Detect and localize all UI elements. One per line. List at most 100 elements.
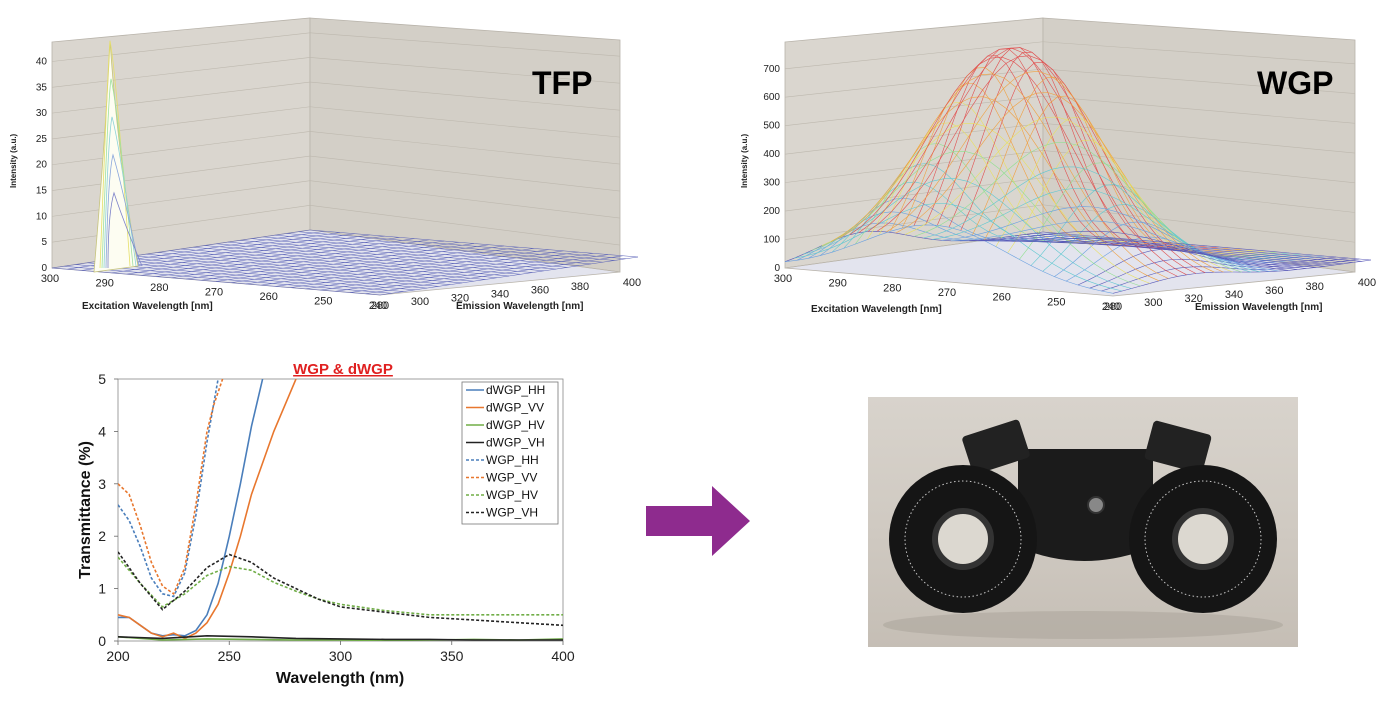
wgp-mesh-line xyxy=(784,224,1114,294)
tfp-z-tick-label: 20 xyxy=(36,160,48,171)
tfp-z-tick-label: 0 xyxy=(41,263,47,274)
x-tick-label: 400 xyxy=(551,648,575,664)
series-line-WGP_HH xyxy=(118,379,219,598)
x-tick-label: 350 xyxy=(440,648,464,664)
x-tick-label: 300 xyxy=(329,648,353,664)
wgp-y-tick-label: 300 xyxy=(1144,297,1162,309)
x-tick-label: 250 xyxy=(218,648,242,664)
tfp-x-ticks: 300 290 280 270 260 250 240 xyxy=(41,273,387,312)
wgp-mesh-line xyxy=(996,237,1325,267)
wgp-z-tick-label: 500 xyxy=(763,121,780,132)
wgp-surface-mesh xyxy=(784,47,1372,294)
wgp-y-tick-label: 340 xyxy=(1225,289,1243,301)
wgp-y-tick-label: 360 xyxy=(1265,285,1283,297)
wgp-x-tick-label: 300 xyxy=(774,273,792,285)
tfp-mesh-line xyxy=(216,243,545,272)
tfp-grid-line xyxy=(51,57,311,88)
series-line-WGP_VH xyxy=(118,551,563,627)
tfp-x-tick-label: 290 xyxy=(95,278,113,290)
y-tick-label: 2 xyxy=(98,528,106,544)
legend-label-WGP_HV: WGP_HV xyxy=(486,488,538,502)
wgp-z-tick-label: 200 xyxy=(763,206,780,217)
wgp-grid-line xyxy=(1042,41,1356,65)
right-dial-aperture xyxy=(1172,508,1234,570)
wgp-z-tick-label: 700 xyxy=(763,64,780,75)
tfp-mesh-line xyxy=(286,233,615,261)
tfp-grid-line xyxy=(51,106,311,140)
legend-label-WGP_HH: WGP_HH xyxy=(486,453,539,467)
wgp-wall-grid xyxy=(784,41,1356,273)
wgp-x-tick-label: 280 xyxy=(883,282,901,294)
tfp-mesh-line xyxy=(251,238,580,266)
tfp-mesh-line xyxy=(87,262,416,291)
tfp-z-axis-label: Intensity (a.u.) xyxy=(10,133,18,188)
tfp-peak-contour xyxy=(105,153,140,269)
tfp-mesh-line xyxy=(263,236,592,265)
tfp-z-tick-label: 10 xyxy=(36,211,48,222)
wgp-mesh-line xyxy=(1033,233,1362,262)
wgp-x-tick-label: 250 xyxy=(1047,296,1065,308)
tfp-mesh-line xyxy=(227,241,556,270)
tfp-y-tick-label: 340 xyxy=(491,289,509,301)
transmittance-chart: 0 1 2 3 4 5 200 250 300 350 400 WGP & dWGP Wavelen… xyxy=(60,352,600,697)
wgp-surface-svg: 0 100 200 300 400 500 600 700 300 290 280 270 260 25… xyxy=(740,17,1376,315)
tfp-grid-line xyxy=(51,155,311,191)
y-tick-label: 0 xyxy=(98,633,106,649)
legend-label-WGP_VV: WGP_VV xyxy=(486,471,537,485)
wgp-mesh-line xyxy=(969,237,1298,270)
tfp-y-ticks: 280 300 320 340 360 380 400 xyxy=(371,277,641,312)
y-tick-label: 4 xyxy=(98,423,106,439)
legend-label-dWGP_HH: dWGP_HH xyxy=(486,383,545,397)
tfp-mesh-line xyxy=(122,257,451,285)
tfp-mesh-line xyxy=(98,260,427,289)
x-axis-label: Wavelength (nm) xyxy=(276,670,404,687)
wgp-y-tick-label: 320 xyxy=(1184,293,1202,305)
tfp-surface-svg: 0 5 10 15 20 25 30 35 40 300 290 280 270 260 250 240 2… xyxy=(9,17,641,312)
tfp-x-tick-label: 270 xyxy=(205,287,223,299)
wgp-back-wall-right xyxy=(1042,17,1356,273)
tfp-grid-line xyxy=(51,180,311,217)
tfp-mesh-line xyxy=(157,252,486,280)
wgp-grid-line xyxy=(1042,95,1356,124)
mount-bridge xyxy=(1018,449,1153,561)
tfp-mesh-line xyxy=(298,231,627,259)
tfp-x-tick-label: 300 xyxy=(41,273,59,285)
tfp-mesh-line xyxy=(180,248,510,277)
wgp-grid-line xyxy=(784,122,1044,155)
tfp-mesh-line xyxy=(110,259,439,287)
left-dial-aperture xyxy=(932,508,994,570)
wgp-y-ticks: 280 300 320 340 360 380 400 xyxy=(1104,277,1376,313)
wgp-z-tick-label: 100 xyxy=(763,235,780,246)
tfp-mesh-line xyxy=(192,247,521,275)
wgp-mesh-line xyxy=(794,203,1123,292)
wgp-mesh-line xyxy=(821,122,1151,284)
wgp-x-tick-label: 260 xyxy=(992,292,1010,304)
left-mount-clamp xyxy=(962,419,1030,475)
tfp-z-tick-label: 35 xyxy=(36,82,48,93)
y-axis-label: Transmittance (%) xyxy=(77,441,94,579)
tfp-peak-contour xyxy=(103,116,137,269)
wgp-z-tick-label: 600 xyxy=(763,92,780,103)
tfp-grid-line xyxy=(309,57,621,84)
tfp-mesh-line xyxy=(145,253,474,282)
legend-label-dWGP_VH: dWGP_VH xyxy=(486,436,545,450)
wgp-mesh-line xyxy=(1006,236,1335,266)
tfp-z-tick-label: 30 xyxy=(36,108,48,119)
wgp-grid-line xyxy=(784,68,1044,98)
arrow-svg xyxy=(646,486,750,556)
wgp-x-ticks: 300 290 280 270 260 250 240 xyxy=(774,273,1120,313)
right-dial-scale xyxy=(1144,480,1262,598)
wgp-x-tick-label: 240 xyxy=(1102,301,1120,313)
legend-label-dWGP_HV: dWGP_HV xyxy=(486,418,545,432)
wgp-y-tick-label: 400 xyxy=(1358,277,1376,289)
tfp-y-tick-label: 360 xyxy=(531,285,549,297)
wgp-mesh-line xyxy=(904,116,1233,273)
wgp-z-tick-label: 300 xyxy=(763,178,780,189)
legend-label-WGP_VH: WGP_VH xyxy=(486,506,538,520)
tfp-grid-line xyxy=(51,205,311,243)
tfp-z-tick-label: 15 xyxy=(36,186,48,197)
tfp-mesh-line xyxy=(169,250,498,278)
wgp-mesh-line xyxy=(960,230,1289,271)
tfp-grid-line xyxy=(309,131,621,165)
series-line-dWGP_VH xyxy=(118,634,563,641)
